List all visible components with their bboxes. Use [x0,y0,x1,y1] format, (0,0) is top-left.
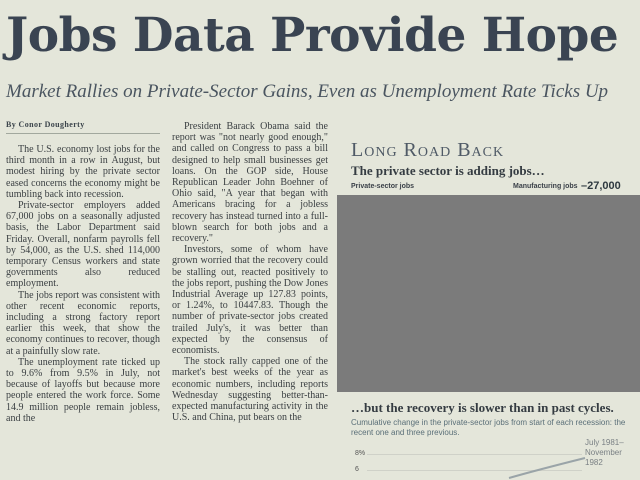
axis-tick-label: 6 [355,466,359,473]
axis-tick-label: 8% [355,450,366,457]
article-headline: Jobs Data Provide Hope [6,8,619,63]
long-road-back-graphic: Long Road Back The private sector is add… [337,128,640,480]
paragraph: The unemployment rate ticked up to 9.6% … [6,356,160,424]
paragraph: The stock rally capped one of the market… [172,356,328,424]
gridline [367,470,582,471]
article-column-2: President Barack Obama said the report w… [172,121,328,423]
paragraph: The U.S. economy lost jobs for the third… [6,144,160,200]
graphic-title: Long Road Back [351,139,505,161]
paragraph: The jobs report was consistent with othe… [6,289,160,357]
graphic-note: Cumulative change in the private-sector … [351,418,626,437]
cycle-line [508,457,586,479]
obscured-chart-area [337,195,640,392]
paragraph: President Barack Obama said the report w… [172,121,328,245]
manufacturing-jobs-value: –27,000 [581,180,621,192]
legend-manufacturing: Manufacturing jobs [513,183,578,190]
article-deck: Market Rallies on Private-Sector Gains, … [6,81,609,102]
legend-private-sector: Private-sector jobs [351,183,415,190]
article-column-1: The U.S. economy lost jobs for the third… [6,144,160,424]
recession-annotation: July 1981–November 1982 [585,438,624,467]
paragraph: Investors, some of whom have grown worri… [172,244,328,357]
gridline [367,454,582,455]
article-byline: By Conor Dougherty [6,120,160,134]
graphic-subtitle-2: …but the recovery is slower than in past… [351,400,614,415]
graphic-subtitle: The private sector is adding jobs… [351,163,545,178]
paragraph: Private-sector employers added 67,000 jo… [6,200,160,290]
